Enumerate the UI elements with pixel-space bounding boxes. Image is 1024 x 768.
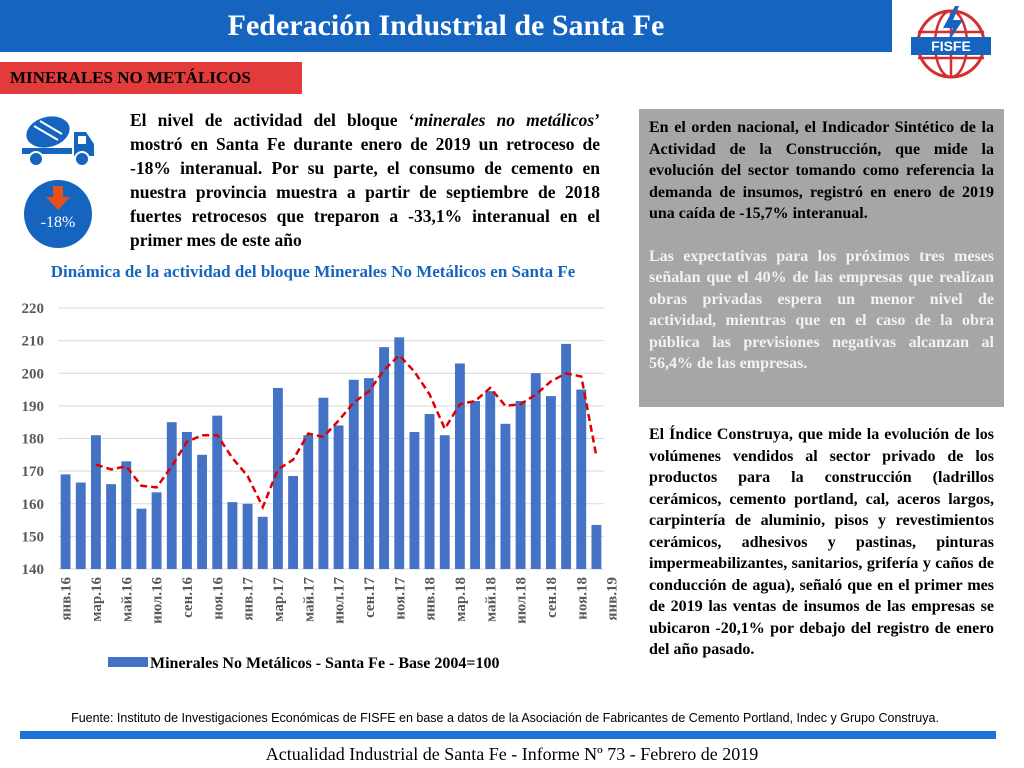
x-tick-label: янв.16 (59, 577, 75, 621)
bar (90, 435, 101, 569)
x-tick-label: май.16 (119, 577, 135, 623)
bar (409, 431, 420, 569)
bar (515, 400, 526, 569)
bar (454, 363, 465, 569)
trend-line (95, 353, 598, 511)
intro-text-italic: minerales no metálicos (414, 110, 595, 130)
expectations-text: Las expectativas para los próximos tres … (649, 247, 994, 373)
section-tab: MINERALES NO METÁLICOS (0, 62, 302, 94)
x-tick-label: янв.18 (423, 577, 439, 621)
bar (561, 343, 572, 569)
bar (424, 414, 435, 569)
bar (363, 378, 374, 569)
bar (591, 524, 602, 569)
x-tick-label: сен.17 (362, 577, 378, 618)
x-tick-label: май.17 (301, 577, 317, 623)
badge-value: -18% (40, 214, 76, 231)
header-title: Federación Industrial de Santa Fe (227, 9, 665, 42)
x-tick-label: ноя.16 (210, 577, 226, 620)
y-tick-label: 170 (22, 464, 45, 480)
bar (272, 387, 283, 569)
y-tick-label: 180 (22, 432, 45, 448)
chart-title: Dinámica de la actividad del bloque Mine… (50, 262, 576, 281)
bar (288, 476, 299, 569)
bar (75, 482, 86, 569)
x-tick-label: июл.16 (150, 577, 166, 624)
bar (500, 423, 511, 569)
bar (181, 431, 192, 569)
section-label: MINERALES NO METÁLICOS (10, 68, 251, 87)
x-tick-label: мар.18 (453, 577, 469, 622)
y-tick-label: 220 (22, 301, 45, 317)
x-tick-label: ноя.17 (392, 577, 408, 620)
bar (303, 435, 314, 569)
x-tick-label: сен.16 (180, 577, 196, 618)
construya-paragraph: El Índice Construya, que mide la evoluci… (649, 426, 994, 658)
bar (166, 422, 177, 569)
x-tick-label: ноя.18 (574, 577, 590, 620)
bar (576, 389, 587, 569)
bar (242, 503, 253, 569)
x-tick-label: янв.19 (605, 577, 620, 621)
x-tick-label: май.18 (483, 577, 499, 622)
footer-text: Actualidad Industrial de Santa Fe - Info… (265, 744, 759, 764)
y-tick-label: 200 (22, 366, 45, 382)
change-badge: -18% (24, 180, 92, 248)
bar (106, 484, 117, 569)
fisfe-logo: FISFE (911, 6, 991, 79)
intro-text-2: ’ mostró en Santa Fe durante enero de 20… (130, 110, 601, 250)
bar (379, 347, 390, 569)
intro-text-1: El nivel de actividad del bloque ‘ (130, 110, 415, 130)
x-tick-label: июл.18 (514, 577, 530, 624)
y-tick-label: 140 (22, 562, 45, 578)
bar (333, 425, 344, 569)
legend-swatch (108, 657, 148, 667)
bar (530, 373, 541, 569)
bar (60, 474, 71, 569)
bar (545, 396, 556, 569)
bar (318, 397, 329, 569)
bar (470, 400, 481, 569)
bar (394, 337, 405, 569)
bar (136, 508, 147, 569)
source-note: Fuente: Instituto de Investigaciones Eco… (71, 711, 939, 725)
bar (212, 415, 223, 569)
legend-label: Minerales No Metálicos - Santa Fe - Base… (150, 655, 500, 672)
footer-divider (20, 731, 996, 739)
bar (151, 492, 162, 569)
bar (485, 391, 496, 569)
bar (121, 461, 132, 569)
x-tick-label: мар.16 (89, 577, 105, 622)
bar (439, 435, 450, 569)
bar (227, 502, 238, 569)
y-tick-label: 210 (22, 334, 45, 350)
bar (257, 516, 268, 569)
page-header: Federación Industrial de Santa Fe (0, 0, 892, 52)
x-tick-label: июл.17 (332, 577, 348, 624)
national-info-text: En el orden nacional, el Indicador Sinté… (649, 119, 994, 222)
x-tick-label: сен.18 (544, 577, 560, 618)
x-tick-label: янв.17 (241, 577, 257, 621)
national-info-box: En el orden nacional, el Indicador Sinté… (639, 109, 1004, 407)
bar (197, 454, 208, 569)
y-tick-label: 190 (22, 399, 45, 415)
intro-paragraph: El nivel de actividad del bloque ‘minera… (130, 108, 600, 252)
concrete-mixer-truck-icon (22, 116, 94, 167)
logo-text: FISFE (931, 38, 971, 54)
bar (348, 379, 359, 569)
y-tick-label: 150 (22, 529, 45, 545)
y-tick-label: 160 (22, 497, 45, 513)
x-tick-label: мар.17 (271, 577, 287, 622)
down-arrow-icon (46, 186, 70, 210)
bar-chart: 140 150 160 170 180 190 200 210 220 янв.16 мар.16 м… (22, 301, 621, 672)
